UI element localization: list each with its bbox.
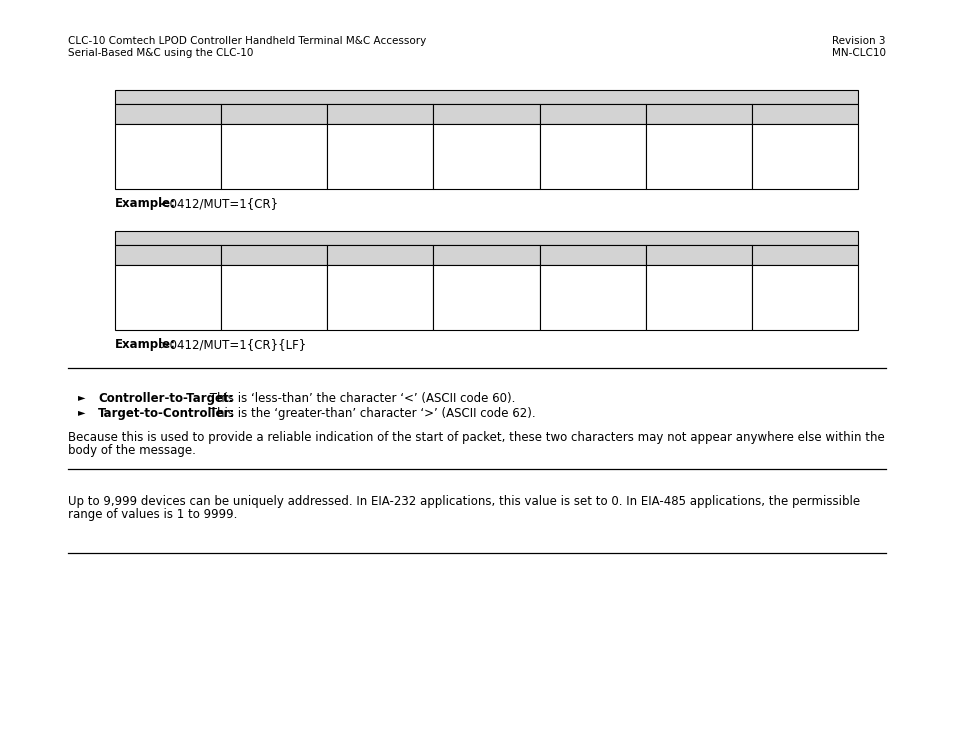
Text: ►: ► [78,407,86,417]
Text: Serial-Based M&C using the CLC-10: Serial-Based M&C using the CLC-10 [68,48,253,58]
Text: ►: ► [78,392,86,402]
Bar [645,104,751,124]
Bar [327,124,433,189]
Text: Because this is used to provide a reliable indication of the start of packet, th: Because this is used to provide a reliab… [68,431,883,444]
Bar [645,245,751,265]
Bar [751,104,857,124]
Text: This is the ‘greater-than’ character ‘>’ (ASCII code 62).: This is the ‘greater-than’ character ‘>’… [206,407,536,420]
Bar [115,231,857,245]
Text: <0412/MUT=1{CR}: <0412/MUT=1{CR} [156,197,278,210]
Text: Example:: Example: [115,197,175,210]
Text: Target-to-Controller:: Target-to-Controller: [98,407,235,420]
Text: body of the message.: body of the message. [68,444,195,457]
Bar [327,104,433,124]
Bar [433,124,539,189]
Text: Up to 9,999 devices can be uniquely addressed. In EIA-232 applications, this val: Up to 9,999 devices can be uniquely addr… [68,495,860,508]
Bar [115,124,221,189]
Text: >0412/MUT=1{CR}{LF}: >0412/MUT=1{CR}{LF} [156,338,306,351]
Bar [221,124,327,189]
Bar [645,124,751,189]
Bar [433,265,539,330]
Bar [115,90,857,104]
Bar [751,245,857,265]
Bar [433,104,539,124]
Bar [751,124,857,189]
Text: This is ‘less-than’ the character ‘<’ (ASCII code 60).: This is ‘less-than’ the character ‘<’ (A… [206,392,515,405]
Text: Example:: Example: [115,338,175,351]
Bar [115,104,221,124]
Bar [433,245,539,265]
Bar [221,104,327,124]
Bar [539,245,645,265]
Bar [221,245,327,265]
Text: Controller-to-Target:: Controller-to-Target: [98,392,233,405]
Bar [327,265,433,330]
Bar [327,245,433,265]
Bar [539,265,645,330]
Bar [115,265,221,330]
Text: range of values is 1 to 9999.: range of values is 1 to 9999. [68,508,237,521]
Bar [645,265,751,330]
Bar [115,245,221,265]
Bar [221,265,327,330]
Text: Revision 3: Revision 3 [832,36,885,46]
Text: CLC-10 Comtech LPOD Controller Handheld Terminal M&C Accessory: CLC-10 Comtech LPOD Controller Handheld … [68,36,426,46]
Text: MN-CLC10: MN-CLC10 [831,48,885,58]
Bar [539,124,645,189]
Bar [539,104,645,124]
Bar [751,265,857,330]
